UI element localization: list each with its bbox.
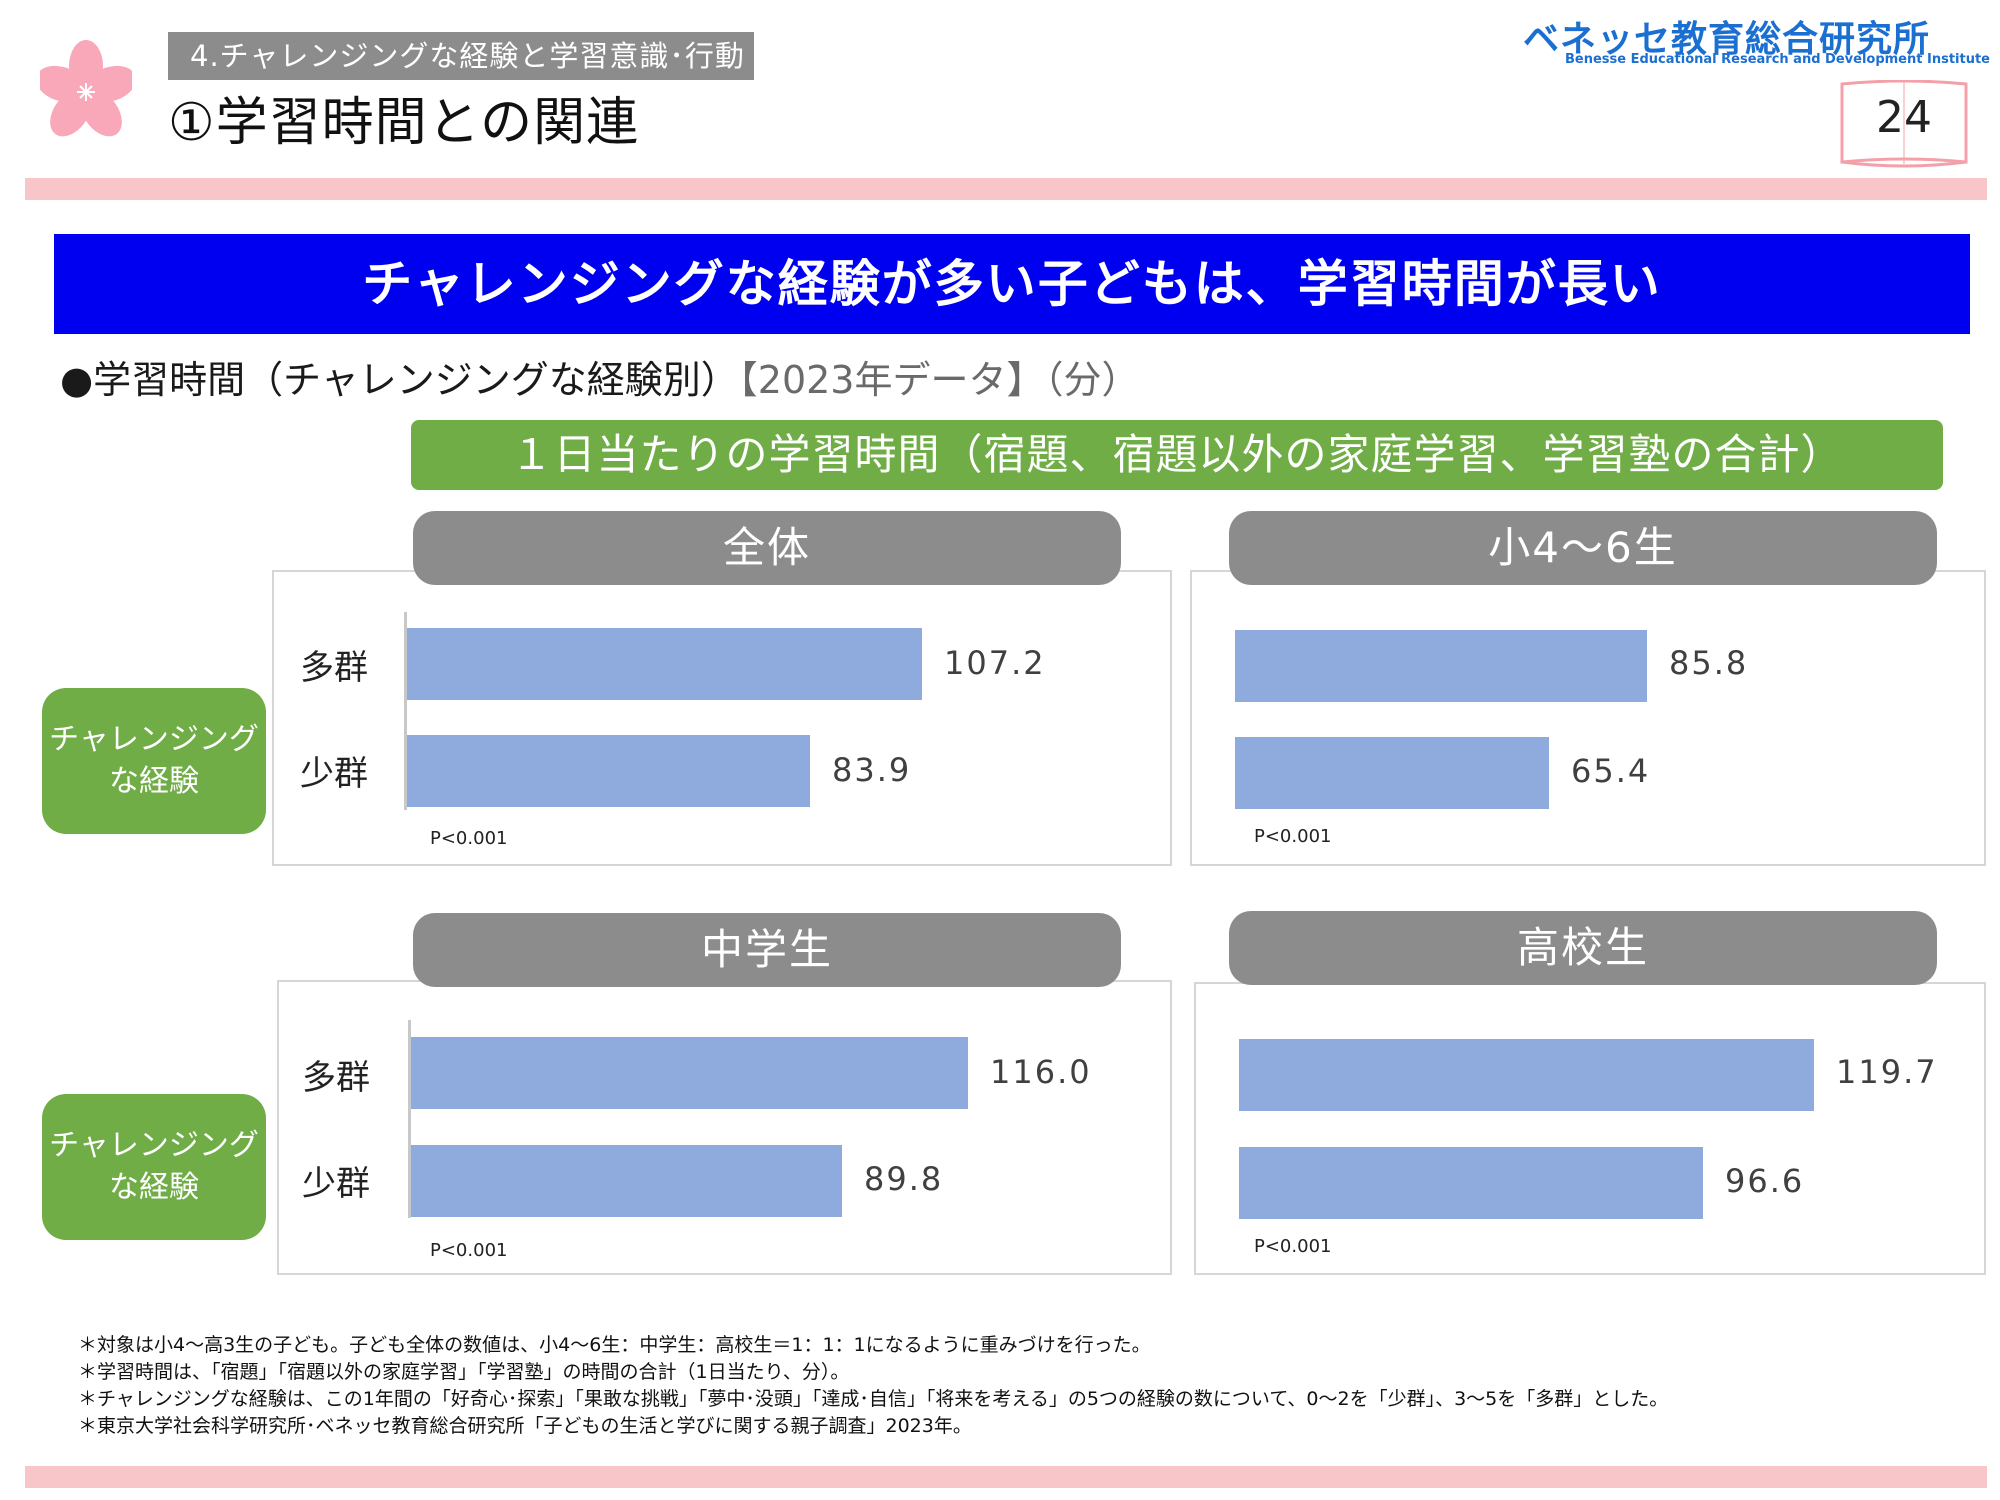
bar-high-school-few: [1239, 1147, 1703, 1219]
category-label: 多群: [300, 648, 368, 688]
panel-frame-junior-high: [277, 980, 1172, 1275]
panel-title-elementary: 小4～6生: [1229, 511, 1937, 585]
axis-line: [408, 1020, 411, 1218]
value-label: 116.0: [990, 1053, 1092, 1091]
headline-banner: チャレンジングな経験が多い子どもは、学習時間が長い: [54, 234, 1970, 334]
category-label: 多群: [302, 1058, 370, 1098]
p-value-note: P<0.001: [1254, 1236, 1332, 1257]
group-badge-top: チャレンジング な経験: [42, 688, 266, 834]
group-badge-line2: な経験: [109, 1170, 199, 1205]
top-divider: [25, 178, 1987, 200]
footnote: ＊学習時間は、「宿題」「宿題以外の家庭学習」「学習塾」の時間の合計（1日当たり、…: [78, 1361, 850, 1383]
bar-elementary-many: [1235, 630, 1647, 702]
value-label: 107.2: [944, 644, 1046, 682]
group-badge-bottom: チャレンジング な経験: [42, 1094, 266, 1240]
value-label: 119.7: [1836, 1053, 1938, 1091]
panel-title-all: 全体: [413, 511, 1121, 585]
footnote: ＊東京大学社会科学研究所･ベネッセ教育総合研究所「子どもの生活と学びに関する親子…: [78, 1415, 972, 1437]
p-value-note: P<0.001: [1254, 826, 1332, 847]
chart-subtitle-main: ●学習時間（チャレンジングな経験別）: [60, 358, 739, 402]
section-tag: 4.チャレンジングな経験と学習意識･行動: [168, 32, 754, 80]
panel-title-high-school: 高校生: [1229, 911, 1937, 985]
category-label: 少群: [300, 754, 368, 794]
footnotes: ＊対象は小4～高3生の子ども。子ども全体の数値は、小4～6生：中学生：高校生＝1…: [78, 1332, 1668, 1440]
footnote: ＊チャレンジングな経験は、この1年間の「好奇心･探索」「果敢な挑戦」「夢中･没頭…: [78, 1388, 1669, 1410]
page-title: ①学習時間との関連: [168, 93, 640, 153]
bar-junior-high-few: [411, 1145, 842, 1217]
value-label: 83.9: [832, 751, 912, 789]
measure-banner: １日当たりの学習時間（宿題、宿題以外の家庭学習、学習塾の合計）: [411, 420, 1943, 490]
panel-frame-all: [272, 570, 1172, 866]
value-label: 65.4: [1571, 752, 1651, 790]
chart-subtitle-note: 【2023年データ】（分）: [738, 358, 1140, 402]
axis-line: [404, 612, 407, 810]
category-label: 少群: [302, 1164, 370, 1204]
sakura-flower-icon: [40, 40, 132, 137]
value-label: 89.8: [864, 1160, 944, 1198]
logo-subtext: Benesse Educational Research and Develop…: [1564, 52, 1990, 67]
p-value-note: P<0.001: [430, 1240, 508, 1261]
logo-text: ベネッセ教育総合研究所: [1522, 19, 1930, 60]
group-badge-line1: チャレンジング: [49, 722, 259, 757]
bar-elementary-few: [1235, 737, 1549, 809]
p-value-note: P<0.001: [430, 828, 508, 849]
book-page-icon: [1840, 80, 1968, 168]
group-badge-line2: な経験: [109, 764, 199, 799]
panel-frame-high-school: [1194, 982, 1986, 1275]
chart-subtitle: ●学習時間（チャレンジングな経験別）【2023年データ】（分）: [60, 352, 1140, 408]
footnote: ＊対象は小4～高3生の子ども。子ども全体の数値は、小4～6生：中学生：高校生＝1…: [78, 1334, 1151, 1356]
panel-frame-elementary: [1190, 570, 1986, 866]
bar-high-school-many: [1239, 1039, 1814, 1111]
bar-junior-high-many: [411, 1037, 968, 1109]
bottom-divider: [25, 1466, 1987, 1488]
group-badge-line1: チャレンジング: [49, 1128, 259, 1163]
value-label: 96.6: [1725, 1162, 1805, 1200]
value-label: 85.8: [1669, 644, 1749, 682]
bar-all-few: [407, 735, 810, 807]
panel-title-junior-high: 中学生: [413, 913, 1121, 987]
page-number: 24: [1876, 92, 1932, 143]
bar-all-many: [407, 628, 922, 700]
